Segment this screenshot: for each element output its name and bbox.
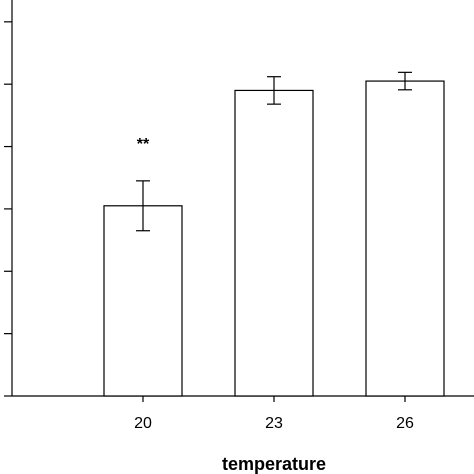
x-tick-labels: 20 23 26 <box>134 415 414 432</box>
annotations: ** <box>137 136 150 153</box>
bar-23 <box>234 89 314 397</box>
bars <box>103 80 445 397</box>
error-bars <box>136 71 412 232</box>
significance-annotation: ** <box>137 136 150 153</box>
x-tick-label-26: 26 <box>396 415 414 432</box>
bar-20 <box>103 205 183 397</box>
x-tick-label-23: 23 <box>265 415 283 432</box>
bar-26 <box>365 80 445 397</box>
x-axis-label: temperature <box>222 454 326 474</box>
x-tick-label-20: 20 <box>134 415 152 432</box>
